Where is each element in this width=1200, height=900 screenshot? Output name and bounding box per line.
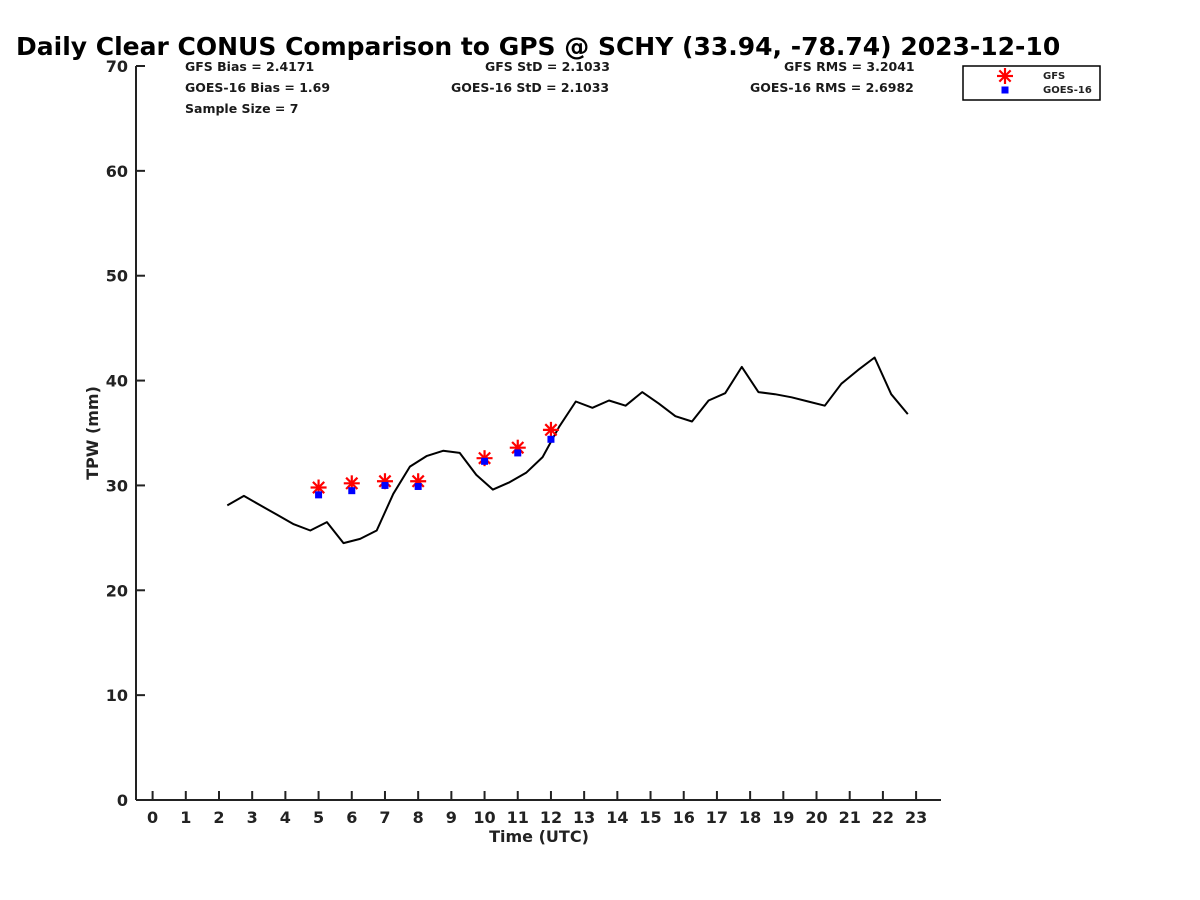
legend-gfs-marker (997, 68, 1013, 84)
goes-point (348, 487, 356, 495)
gfs-std-stat: GFS StD = 2.1033 (485, 59, 610, 74)
legend: GFS GOES-16 (962, 65, 1101, 101)
x-tick-label: 9 (446, 808, 457, 827)
model-markers (310, 421, 559, 499)
y-axis-label: TPW (mm) (83, 386, 102, 480)
x-tick-label: 16 (673, 808, 695, 827)
gfs-bias-stat: GFS Bias = 2.4171 (185, 59, 314, 74)
legend-goes-marker (1001, 86, 1009, 94)
x-tick-label: 1 (180, 808, 191, 827)
x-tick-label: 10 (473, 808, 495, 827)
legend-goes-label: GOES-16 (1043, 85, 1092, 96)
legend-gfs-label: GFS (1043, 71, 1065, 82)
x-tick-label: 20 (805, 808, 827, 827)
x-tick-label: 2 (213, 808, 224, 827)
x-tick-label: 11 (507, 808, 529, 827)
x-tick-label: 23 (905, 808, 927, 827)
y-tick-label: 40 (106, 372, 128, 391)
x-tick-label: 4 (280, 808, 291, 827)
x-tick-label: 15 (639, 808, 661, 827)
goes-point (481, 457, 489, 465)
y-tick-label: 10 (106, 686, 128, 705)
goes-point (414, 482, 422, 490)
y-tick-label: 30 (106, 476, 128, 495)
goes-std-stat: GOES-16 StD = 2.1033 (451, 80, 609, 95)
goes-rms-stat: GOES-16 RMS = 2.6982 (750, 80, 914, 95)
goes-point (381, 481, 389, 489)
x-tick-label: 18 (739, 808, 761, 827)
x-tick-label: 19 (772, 808, 794, 827)
goes-point (547, 435, 555, 443)
x-tick-label: 3 (247, 808, 258, 827)
x-tick-label: 17 (706, 808, 728, 827)
chart-title: Daily Clear CONUS Comparison to GPS @ SC… (16, 32, 1060, 61)
gps-line (226, 356, 909, 545)
sample-size-stat: Sample Size = 7 (185, 101, 298, 116)
goes-point (514, 449, 522, 457)
x-tick-label: 6 (346, 808, 357, 827)
x-tick-label: 12 (540, 808, 562, 827)
legend-goes-square (1001, 86, 1009, 94)
x-tick-label: 14 (606, 808, 628, 827)
goes-bias-stat: GOES-16 Bias = 1.69 (185, 80, 330, 95)
x-tick-label: 22 (872, 808, 894, 827)
y-tick-label: 50 (106, 267, 128, 286)
y-tick-label: 0 (117, 791, 128, 810)
x-tick-label: 13 (573, 808, 595, 827)
x-axis-label: Time (UTC) (489, 827, 589, 846)
goes-point (315, 491, 323, 499)
legend-box (962, 65, 1101, 101)
y-tick-label: 60 (106, 162, 128, 181)
gps-series (226, 356, 909, 545)
y-tick-label: 70 (106, 57, 128, 76)
legend-gfs-asterisk (997, 68, 1013, 84)
x-tick-label: 21 (839, 808, 861, 827)
x-tick-label: 8 (413, 808, 424, 827)
x-tick-label: 0 (147, 808, 158, 827)
y-tick-label: 20 (106, 581, 128, 600)
gfs-rms-stat: GFS RMS = 3.2041 (784, 59, 915, 74)
x-tick-label: 7 (379, 808, 390, 827)
x-tick-label: 5 (313, 808, 324, 827)
gfs-point (542, 421, 559, 438)
